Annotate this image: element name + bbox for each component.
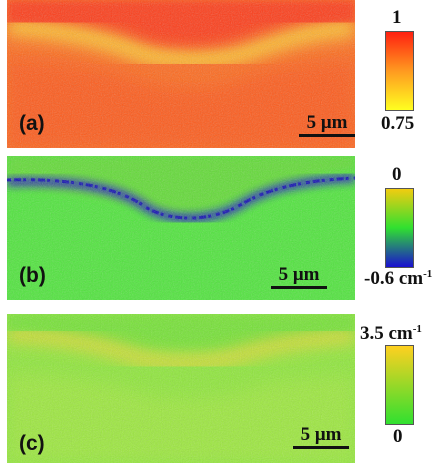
panel-a-heatmap bbox=[7, 0, 355, 148]
colorbar-b-min-label: -0.6 cm-1 bbox=[364, 269, 432, 289]
colorbar-b-min: -0.6 bbox=[364, 268, 395, 289]
colorbar-b-max: 0 bbox=[392, 164, 402, 185]
colorbar-a bbox=[385, 31, 414, 111]
colorbar-b-unit: cm bbox=[398, 268, 424, 289]
panel-a-scale-text: 5 μm bbox=[306, 112, 348, 133]
panel-b-scale-line bbox=[271, 286, 327, 289]
panel-b-scale-text: 5 μm bbox=[278, 264, 320, 285]
panel-b-scale-bar: 5 μm bbox=[269, 265, 329, 289]
colorbar-c-min: 0 bbox=[393, 426, 403, 447]
colorbar-b bbox=[385, 188, 414, 268]
colorbar-a-max: 1 bbox=[392, 7, 402, 28]
colorbar-a-min: 0.75 bbox=[381, 113, 415, 134]
panel-c-label: (c) bbox=[19, 432, 45, 455]
panel-c-scale-bar: 5 μm bbox=[291, 425, 351, 449]
panel-b-heatmap bbox=[7, 156, 355, 300]
panel-b-map: (b) 5 μm bbox=[7, 156, 355, 300]
panel-a-map: (a) 5 μm bbox=[7, 0, 355, 148]
panel-c-heatmap bbox=[7, 314, 355, 463]
panel-b-label: (b) bbox=[19, 264, 46, 287]
panel-c-scale-line bbox=[293, 446, 349, 449]
panel-a-label: (a) bbox=[19, 112, 45, 135]
colorbar-c-max: 3.5 bbox=[360, 323, 384, 344]
colorbar-c-max-label: 3.5 cm-1 bbox=[360, 324, 422, 344]
colorbar-c-unit-exp: -1 bbox=[412, 323, 422, 335]
panel-a-scale-bar: 5 μm bbox=[297, 113, 355, 137]
panel-c-map: (c) 5 μm bbox=[7, 314, 355, 463]
colorbar-c-unit: cm bbox=[388, 323, 413, 344]
panel-c-scale-text: 5 μm bbox=[300, 424, 342, 445]
colorbar-c bbox=[385, 345, 414, 425]
colorbar-b-unit-exp: -1 bbox=[423, 268, 433, 280]
panel-a-scale-line bbox=[299, 134, 355, 137]
